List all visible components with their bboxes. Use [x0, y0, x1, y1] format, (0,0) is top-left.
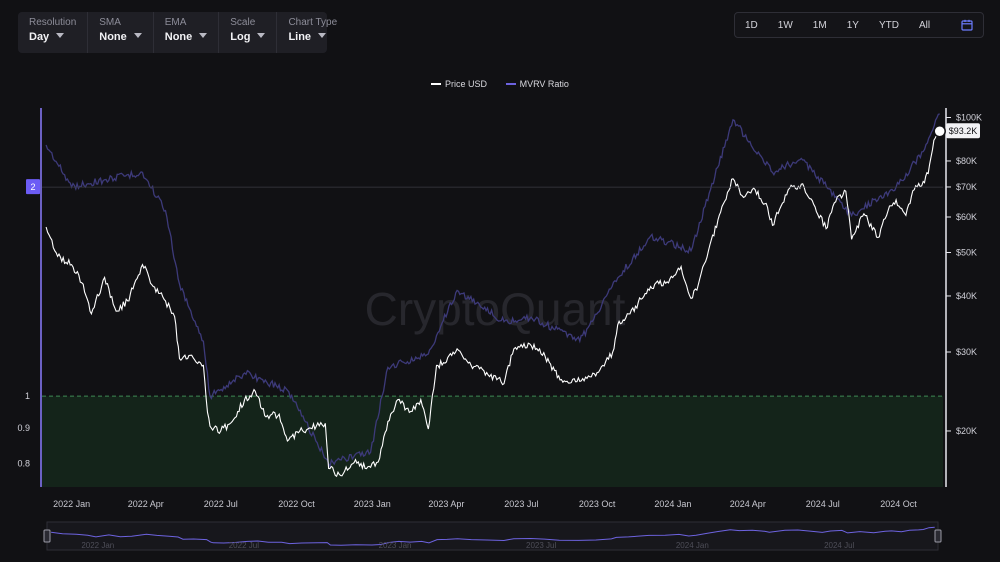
legend-label-price: Price USD	[445, 79, 488, 89]
ema-label: EMA	[164, 17, 187, 28]
legend-item-mvrv[interactable]: MVRV Ratio	[505, 79, 569, 89]
x-tick-label: 2023 Jul	[504, 499, 538, 509]
left-tick-label: 0.9	[17, 423, 30, 433]
resolution-value: Day	[29, 31, 50, 43]
range-button-1d[interactable]: 1D	[745, 19, 758, 31]
right-tick-label: $20K	[956, 426, 977, 436]
chevron-down-icon	[257, 33, 266, 38]
legend-swatch-mvrv	[505, 83, 516, 85]
range-button-1m[interactable]: 1M	[812, 19, 827, 31]
scale-value: Log	[230, 31, 251, 43]
navigator-right-handle	[934, 529, 942, 543]
chart-axes: $100K $80K $70K $60K $50K $40K $30K $20K 2 1 0.9 0.…	[17, 108, 982, 509]
resolution-label: Resolution	[29, 17, 77, 28]
navigator-track	[46, 521, 939, 551]
x-tick-label: 2022 Apr	[128, 499, 164, 509]
legend-label-mvrv: MVRV Ratio	[519, 79, 569, 89]
chevron-down-icon	[318, 33, 327, 38]
mvrv-line	[45, 113, 940, 469]
price-series	[45, 131, 941, 478]
left-tick-label: 2	[30, 182, 35, 192]
x-tick-label: 2024 Apr	[730, 499, 766, 509]
chevron-down-icon	[56, 33, 65, 38]
sma-label: SMA	[99, 17, 121, 28]
navigator-left-handle	[43, 529, 51, 543]
x-tick-label: 2024 Jul	[806, 499, 840, 509]
last-price-badge	[946, 123, 980, 139]
right-tick-label: $80K	[956, 156, 977, 166]
x-tick-label: 2023 Apr	[428, 499, 464, 509]
mvrv-below-one-band	[42, 396, 943, 487]
x-tick-label: 2022 Jul	[204, 499, 238, 509]
range-navigator[interactable]: 2022 Jan 2022 Jul 2023 Jan 2023 Jul 2024 Jan…	[43, 521, 942, 551]
navigator-tick-label: 2024 Jan	[676, 541, 709, 550]
calendar-icon[interactable]	[961, 19, 973, 31]
chart-type-value: Line	[288, 31, 312, 43]
range-button-1y[interactable]: 1Y	[846, 19, 859, 31]
ema-value: None	[164, 31, 193, 43]
legend-item-price[interactable]: Price USD	[431, 79, 487, 89]
left-current-badge	[26, 179, 40, 195]
x-tick-label: 2023 Oct	[579, 499, 616, 509]
sma-value: None	[99, 31, 127, 43]
right-tick-label: $60K	[956, 212, 977, 222]
chart-type-label: Chart Type	[288, 17, 338, 28]
navigator-tick-label: 2023 Jul	[526, 541, 556, 550]
navigator-tick-label: 2023 Jan	[379, 541, 412, 550]
time-range-selector: 1D 1W 1M 1Y YTD All	[734, 12, 984, 38]
navigator-tick-label: 2022 Jul	[229, 541, 259, 550]
x-tick-label: 2022 Jan	[53, 499, 90, 509]
scale-dropdown[interactable]: Scale Log	[219, 12, 278, 53]
x-tick-label: 2024 Jan	[654, 499, 691, 509]
right-tick-label: $50K	[956, 248, 977, 258]
range-button-1w[interactable]: 1W	[777, 19, 793, 31]
last-price-marker	[933, 124, 946, 138]
chart-settings-toolbar: Resolution Day SMA None EMA None Scale L…	[18, 12, 337, 53]
right-tick-label: $100K	[956, 113, 982, 123]
navigator-tick-label: 2022 Jan	[81, 541, 114, 550]
right-tick-label: $70K	[956, 182, 977, 192]
range-button-ytd[interactable]: YTD	[878, 19, 899, 31]
mvrv-series	[45, 113, 940, 469]
ema-dropdown[interactable]: EMA None	[154, 12, 220, 53]
x-tick-label: 2024 Oct	[880, 499, 917, 509]
sma-dropdown[interactable]: SMA None	[88, 12, 154, 53]
right-tick-label: $30K	[956, 347, 977, 357]
last-price-label: $93.2K	[949, 126, 978, 136]
watermark: CryptoQuant	[365, 283, 626, 335]
chart-legend: Price USD MVRV Ratio	[0, 77, 1000, 89]
chevron-down-icon	[199, 33, 208, 38]
scale-label: Scale	[230, 17, 256, 28]
resolution-dropdown[interactable]: Resolution Day	[18, 12, 89, 53]
chevron-down-icon	[133, 33, 142, 38]
range-button-all[interactable]: All	[918, 19, 931, 31]
legend-swatch-price	[431, 83, 442, 85]
x-tick-label: 2023 Jan	[354, 499, 391, 509]
navigator-tick-label: 2024 Jul	[824, 541, 854, 550]
left-tick-label: 1	[25, 391, 30, 401]
x-tick-label: 2022 Oct	[278, 499, 315, 509]
right-tick-label: $40K	[956, 291, 977, 301]
price-line	[45, 131, 941, 478]
chart-type-dropdown[interactable]: Chart Type Line	[277, 12, 348, 53]
navigator-line	[51, 526, 935, 546]
left-tick-label: 0.8	[17, 458, 30, 468]
